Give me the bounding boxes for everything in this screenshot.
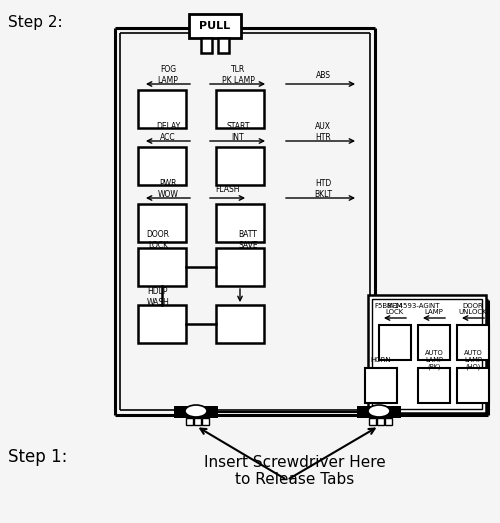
Text: HTD
BKLT: HTD BKLT <box>314 179 332 199</box>
Bar <box>379 325 411 360</box>
Text: Step 1:: Step 1: <box>8 448 68 466</box>
Bar <box>369 418 376 425</box>
Bar <box>189 14 241 38</box>
Text: F5B8-14593-AG: F5B8-14593-AG <box>374 303 429 309</box>
Text: DELAY
ACC: DELAY ACC <box>156 122 180 142</box>
Bar <box>194 418 201 425</box>
Bar <box>357 406 401 418</box>
Text: AUX
HTR: AUX HTR <box>315 122 331 142</box>
Text: FOG
LAMP: FOG LAMP <box>158 65 178 85</box>
Bar <box>216 90 264 128</box>
Text: Insert Screwdriver Here
to Release Tabs: Insert Screwdriver Here to Release Tabs <box>204 455 386 487</box>
Ellipse shape <box>368 405 390 417</box>
Bar <box>174 406 218 418</box>
Bar <box>216 305 264 343</box>
Bar <box>385 418 392 425</box>
Text: AUTO
LAMP
(PK): AUTO LAMP (PK) <box>424 350 444 370</box>
Bar <box>138 204 186 242</box>
Bar <box>138 90 186 128</box>
Ellipse shape <box>185 405 207 417</box>
Bar <box>138 147 186 185</box>
Bar <box>138 305 186 343</box>
Bar <box>216 248 264 286</box>
Bar <box>418 368 450 403</box>
Text: START
INT: START INT <box>226 122 250 142</box>
Bar <box>365 368 397 403</box>
Bar <box>457 325 489 360</box>
Text: BATT
SAVE: BATT SAVE <box>238 230 258 249</box>
Bar <box>368 295 486 413</box>
Text: TLR
PK LAMP: TLR PK LAMP <box>222 65 254 85</box>
Bar <box>216 147 264 185</box>
Text: AUTO
LAMP
(HO): AUTO LAMP (HO) <box>464 350 482 370</box>
Text: MEM
LOCK: MEM LOCK <box>386 302 404 315</box>
Text: PWR
WOW: PWR WOW <box>158 179 178 199</box>
Text: DOOR
LOCK: DOOR LOCK <box>146 230 170 249</box>
Bar <box>377 418 384 425</box>
Bar <box>216 204 264 242</box>
Bar <box>186 418 193 425</box>
Bar <box>202 418 209 425</box>
Bar <box>372 299 482 409</box>
Text: ABS: ABS <box>316 71 330 79</box>
Bar <box>457 368 489 403</box>
Bar <box>138 248 186 286</box>
Text: FLASH: FLASH <box>216 185 240 194</box>
Text: DOOR
UNLOCK: DOOR UNLOCK <box>458 302 488 315</box>
Bar <box>218 38 229 53</box>
Text: HDLP
WASH: HDLP WASH <box>146 287 170 306</box>
Text: HORN: HORN <box>370 357 392 363</box>
Bar <box>201 38 212 53</box>
Text: INT
LAMP: INT LAMP <box>424 302 444 315</box>
Text: PULL: PULL <box>200 21 230 31</box>
Bar <box>418 325 450 360</box>
Text: Step 2:: Step 2: <box>8 15 62 30</box>
